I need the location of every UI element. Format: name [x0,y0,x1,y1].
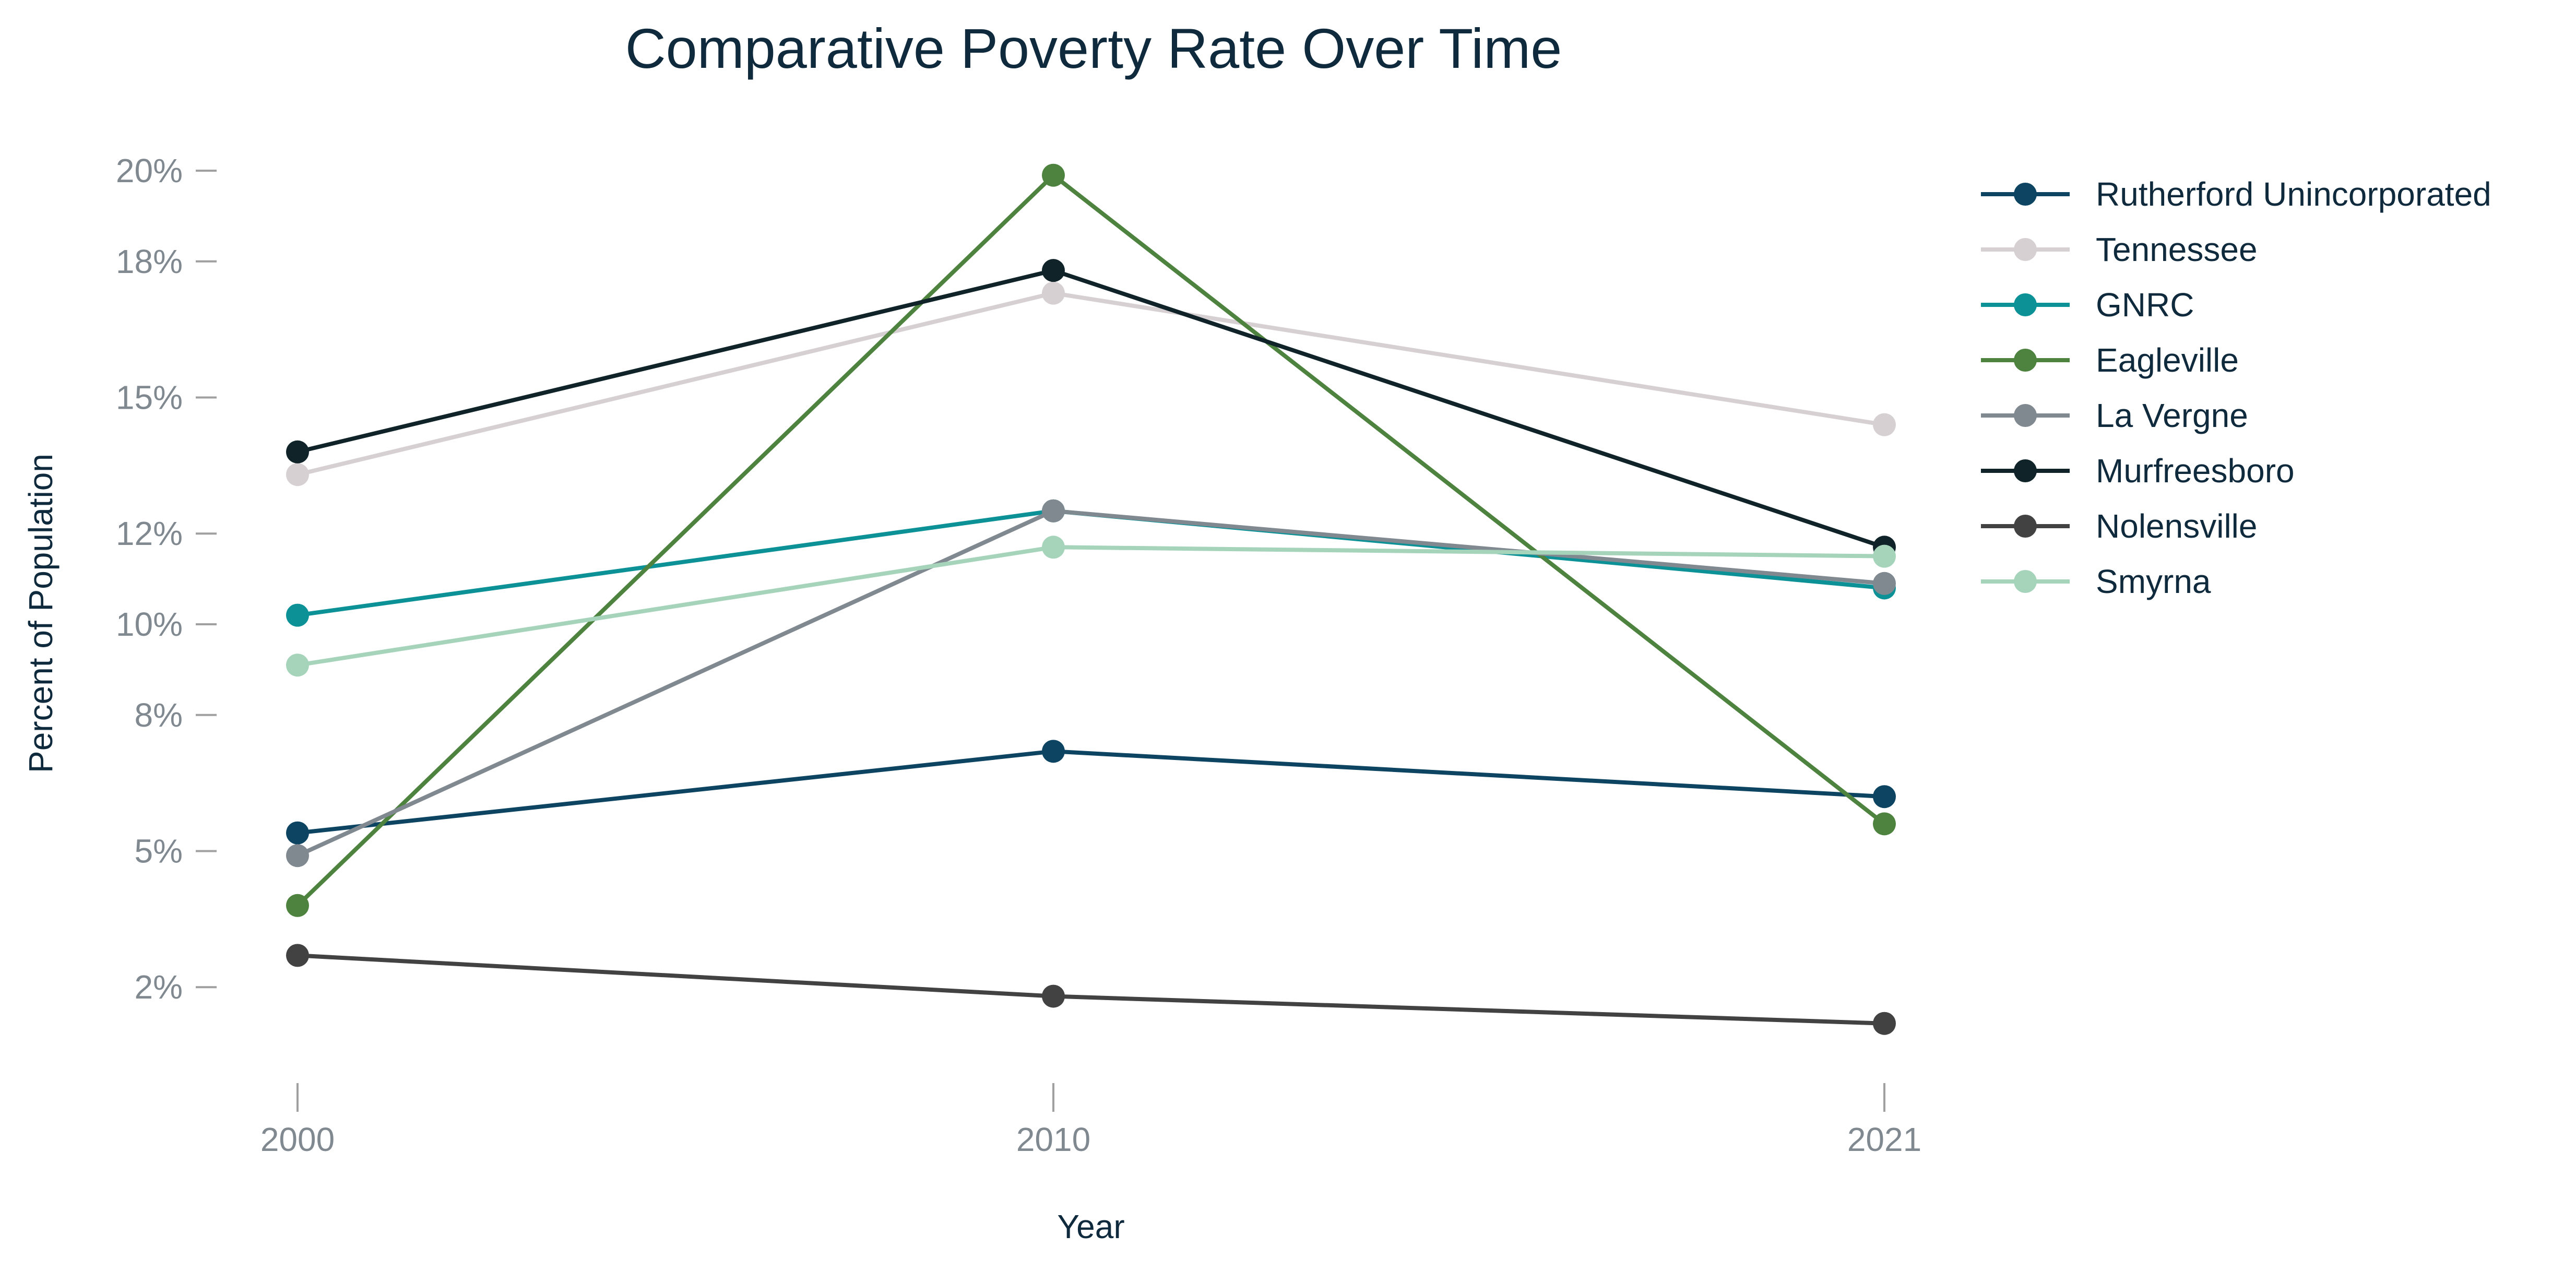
y-axis-label: Percent of Population [22,454,60,773]
legend-item: Nolensville [1981,507,2257,545]
legend-item: Rutherford Unincorporated [1981,175,2491,213]
legend-item: Smyrna [1981,563,2211,600]
data-point [286,603,309,627]
data-point [286,944,309,967]
legend-swatch-marker [2014,293,2037,316]
data-point [1042,984,1065,1008]
y-tick-label: 5% [135,833,183,870]
y-tick-label: 12% [116,515,183,552]
data-point [1873,785,1896,809]
series-smyrna [286,536,1896,677]
data-point [1873,572,1896,595]
series-la-vergne [286,499,1896,868]
legend: Rutherford Unincorporated Tennessee GNRC Ea… [1981,175,2491,600]
y-tick-label: 10% [116,605,183,643]
data-point [286,894,309,917]
series-line [295,291,1886,477]
legend-label: Eagleville [2096,341,2239,379]
x-tick-label: 2010 [1016,1121,1090,1158]
data-point [1042,740,1065,763]
data-point [1042,281,1065,305]
legend-swatch-marker [2014,570,2037,593]
data-point [286,654,309,677]
y-tick-label: 18% [116,243,183,280]
y-tick-label: 2% [135,968,183,1006]
data-point [1873,413,1896,436]
data-point [1873,812,1896,836]
y-tick-label: 15% [116,379,183,417]
legend-swatch-marker [2014,404,2037,427]
legend-label: Smyrna [2096,563,2211,600]
series-tennessee [286,281,1896,486]
data-point [1042,536,1065,559]
data-point [1042,499,1065,522]
series-line [295,508,1886,858]
series-line [295,749,1886,835]
legend-swatch-marker [2014,349,2037,372]
x-axis: 2000 2010 2021 [260,1083,1921,1158]
legend-item: La Vergne [1981,397,2248,434]
legend-item: Tennessee [1981,231,2258,268]
chart-title: Comparative Poverty Rate Over Time [625,17,1562,80]
legend-label: La Vergne [2096,397,2248,434]
series-group [286,163,1896,1035]
legend-label: GNRC [2096,286,2194,324]
data-point [286,440,309,464]
data-point [286,821,309,845]
legend-swatch-marker [2014,515,2037,538]
y-tick-label: 8% [135,696,183,734]
data-point [286,463,309,486]
legend-item: GNRC [1981,286,2194,324]
legend-label: Murfreesboro [2096,452,2295,490]
legend-label: Tennessee [2096,231,2258,268]
data-point [1042,163,1065,187]
x-tick-label: 2021 [1847,1121,1921,1158]
series-eagleville [286,163,1896,917]
x-tick-label: 2000 [260,1121,335,1158]
data-point [1873,1012,1896,1035]
x-axis-label: Year [1057,1208,1124,1245]
legend-label: Rutherford Unincorporated [2096,175,2491,213]
series-line [295,953,1886,1026]
legend-item: Murfreesboro [1981,452,2295,490]
data-point [286,844,309,868]
y-axis: 2% 5% 8% 10% 12% 15% 18% 20% [116,152,217,1006]
series-nolensville [286,944,1896,1035]
legend-swatch-marker [2014,183,2037,206]
data-point [1042,259,1065,282]
series-line [295,268,1886,550]
legend-label: Nolensville [2096,507,2257,545]
data-point [1873,544,1896,568]
legend-item: Eagleville [1981,341,2239,379]
y-tick-label: 20% [116,152,183,189]
legend-swatch-marker [2014,238,2037,261]
legend-swatch-marker [2014,459,2037,482]
series-rutherford-unincorporated [286,740,1896,845]
